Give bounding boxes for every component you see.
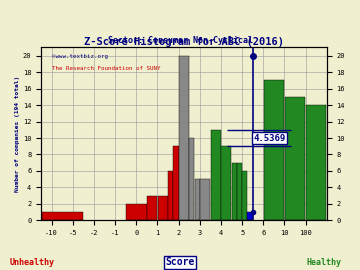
- Bar: [200, 179, 210, 220]
- Text: 4.5369: 4.5369: [254, 133, 286, 143]
- Bar: [264, 80, 284, 220]
- Bar: [231, 163, 237, 220]
- Text: The Research Foundation of SUNY: The Research Foundation of SUNY: [51, 66, 160, 70]
- Text: Sector: Consumer Non-Cyclical: Sector: Consumer Non-Cyclical: [108, 36, 252, 45]
- Bar: [194, 179, 200, 220]
- Bar: [306, 105, 327, 220]
- Title: Z-Score Histogram for ABC (2016): Z-Score Histogram for ABC (2016): [84, 37, 284, 47]
- Bar: [158, 196, 168, 220]
- Bar: [147, 196, 157, 220]
- Bar: [237, 163, 242, 220]
- Bar: [242, 171, 247, 220]
- Bar: [174, 146, 179, 220]
- Bar: [189, 138, 194, 220]
- Bar: [179, 56, 189, 220]
- Bar: [285, 97, 305, 220]
- Y-axis label: Number of companies (194 total): Number of companies (194 total): [15, 76, 20, 192]
- Bar: [126, 204, 147, 220]
- Text: ©www.textbiz.org: ©www.textbiz.org: [51, 54, 108, 59]
- Bar: [42, 212, 83, 220]
- Bar: [211, 130, 221, 220]
- Bar: [221, 146, 231, 220]
- Text: Healthy: Healthy: [306, 258, 342, 267]
- Text: Unhealthy: Unhealthy: [10, 258, 55, 267]
- Text: Score: Score: [165, 257, 195, 267]
- Bar: [247, 212, 253, 220]
- Bar: [168, 171, 173, 220]
